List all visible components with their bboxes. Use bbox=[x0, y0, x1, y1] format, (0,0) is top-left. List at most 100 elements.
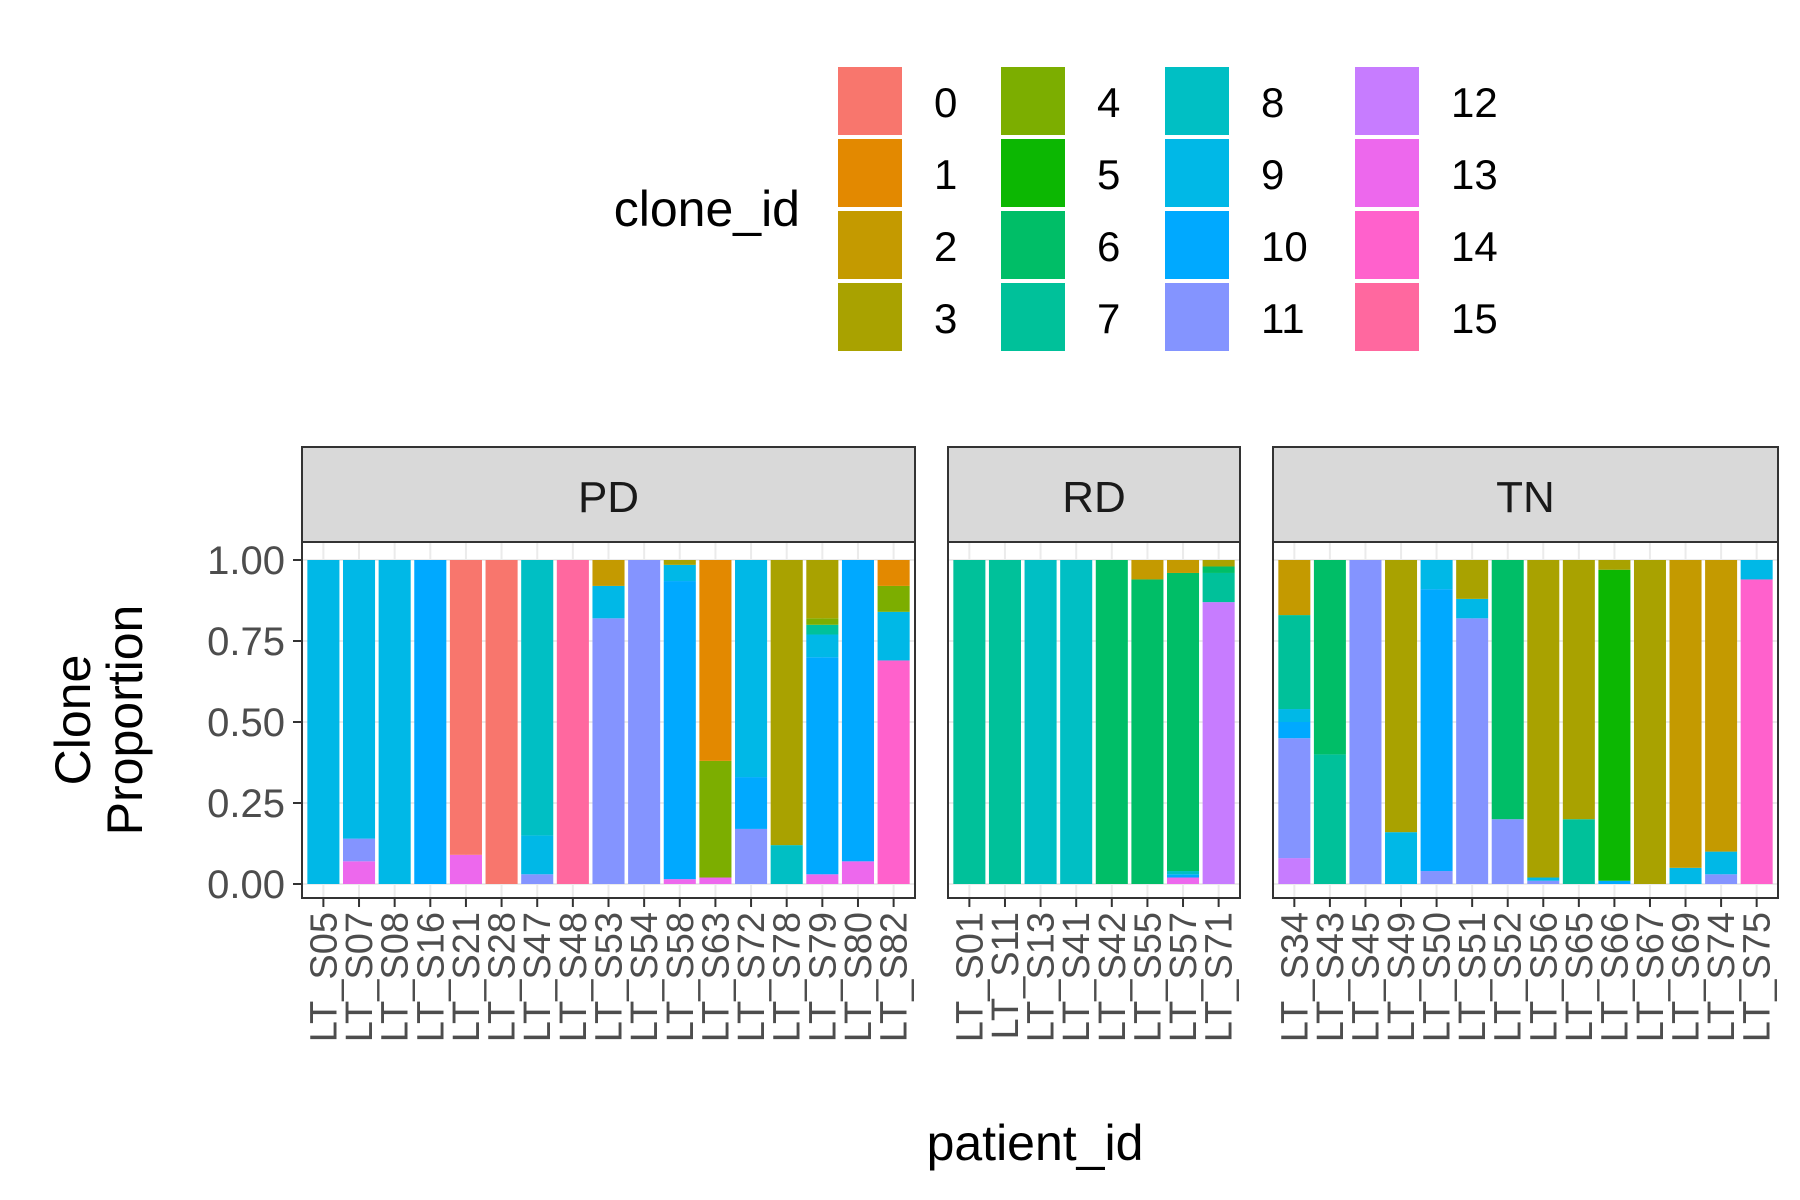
x-tick-label: LT_S51 bbox=[1452, 912, 1494, 1042]
bar-segment-clone-11 bbox=[1491, 819, 1524, 884]
x-tick-label: LT_S21 bbox=[446, 912, 488, 1042]
bar-segment-clone-5 bbox=[1598, 569, 1631, 881]
x-tick-label: LT_S16 bbox=[410, 912, 452, 1042]
x-tick-label: LT_S55 bbox=[1127, 912, 1169, 1042]
bar-segment-clone-11 bbox=[592, 618, 625, 884]
bar-LT_S08 bbox=[378, 560, 411, 884]
bar-segment-clone-8 bbox=[1060, 560, 1093, 884]
bar-segment-clone-8 bbox=[1167, 871, 1200, 875]
x-tick-label: LT_S72 bbox=[731, 912, 773, 1042]
bar-segment-clone-6 bbox=[1491, 560, 1524, 820]
legend-key-9 bbox=[1163, 137, 1231, 209]
bar-segment-clone-0 bbox=[449, 560, 482, 855]
bar-LT_S66 bbox=[1598, 560, 1631, 884]
facet-strip-label-RD: RD bbox=[1062, 473, 1126, 522]
bar-LT_S65 bbox=[1562, 560, 1595, 884]
bar-LT_S13 bbox=[1024, 560, 1057, 884]
legend-key-7 bbox=[999, 281, 1067, 353]
bar-segment-clone-2 bbox=[1669, 560, 1702, 868]
bar-segment-clone-9 bbox=[877, 611, 910, 661]
bar-segment-clone-9 bbox=[1385, 832, 1418, 884]
x-tick-label: LT_S58 bbox=[660, 912, 702, 1042]
legend-title: clone_id bbox=[614, 181, 800, 237]
bar-segment-clone-11 bbox=[342, 838, 376, 862]
bar-segment-clone-4 bbox=[877, 585, 910, 612]
bar-segment-clone-9 bbox=[1740, 560, 1773, 580]
bar-segment-clone-10 bbox=[1278, 722, 1311, 739]
bar-segment-clone-7 bbox=[1278, 615, 1311, 710]
bar-segment-clone-1 bbox=[877, 560, 910, 586]
facet-strip-label-PD: PD bbox=[578, 473, 639, 522]
bar-LT_S11 bbox=[988, 560, 1021, 884]
bar-segment-clone-2 bbox=[1278, 560, 1311, 616]
bar-segment-clone-3 bbox=[1456, 560, 1489, 599]
x-tick-label: LT_S53 bbox=[589, 912, 631, 1042]
bar-LT_S79 bbox=[806, 560, 839, 884]
legend-key-2 bbox=[836, 209, 904, 281]
bar-LT_S43 bbox=[1313, 560, 1346, 884]
bar-LT_S47 bbox=[521, 560, 554, 884]
bar-segment-clone-3 bbox=[1385, 560, 1418, 833]
bar-LT_S56 bbox=[1527, 560, 1560, 884]
facet-strip-PD bbox=[301, 446, 916, 543]
bar-segment-clone-10 bbox=[806, 657, 839, 875]
legend-label-4: 4 bbox=[1097, 79, 1120, 126]
x-tick-label: LT_S65 bbox=[1559, 912, 1601, 1042]
x-tick-label: LT_S57 bbox=[1163, 912, 1205, 1042]
legend-key-6 bbox=[999, 209, 1067, 281]
bar-LT_S34 bbox=[1278, 560, 1311, 884]
facet-strip-TN bbox=[1272, 446, 1779, 543]
y-tick-label: 0.25 bbox=[207, 782, 285, 826]
panel-TN: TNLT_S34LT_S43LT_S45LT_S49LT_S50LT_S51LT… bbox=[1272, 446, 1779, 1042]
bar-segment-clone-9 bbox=[592, 585, 625, 619]
x-tick-label: LT_S63 bbox=[695, 912, 737, 1042]
bar-segment-clone-2 bbox=[1167, 560, 1200, 573]
bar-LT_S49 bbox=[1385, 560, 1418, 884]
bar-segment-clone-10 bbox=[1167, 874, 1200, 878]
bar-segment-clone-8 bbox=[1024, 560, 1057, 884]
x-tick-label: LT_S78 bbox=[767, 912, 809, 1042]
bar-LT_S54 bbox=[628, 560, 661, 884]
bar-segment-clone-4 bbox=[699, 760, 732, 878]
y-tick-label: 0.50 bbox=[207, 701, 285, 745]
bar-LT_S21 bbox=[449, 560, 482, 884]
bar-segment-clone-9 bbox=[663, 564, 696, 582]
bar-segment-clone-13 bbox=[806, 874, 839, 884]
bar-LT_S41 bbox=[1060, 560, 1093, 884]
legend-key-8 bbox=[1163, 65, 1231, 137]
y-tick-label: 0.75 bbox=[207, 620, 285, 664]
bar-segment-clone-6 bbox=[1131, 579, 1164, 884]
panel-border bbox=[947, 541, 1241, 899]
x-tick-label: LT_S74 bbox=[1701, 912, 1743, 1042]
legend-key-15 bbox=[1353, 281, 1421, 353]
bar-segment-clone-9 bbox=[1420, 560, 1453, 590]
x-tick-label: LT_S28 bbox=[482, 912, 524, 1042]
bar-LT_S57 bbox=[1167, 560, 1200, 884]
legend-label-14: 14 bbox=[1451, 223, 1498, 270]
bar-LT_S42 bbox=[1095, 560, 1128, 884]
legend-label-13: 13 bbox=[1451, 151, 1498, 198]
bar-LT_S07 bbox=[342, 560, 376, 884]
bar-segment-clone-12 bbox=[1278, 858, 1311, 884]
bar-segment-clone-11 bbox=[1349, 560, 1382, 884]
bar-segment-clone-9 bbox=[1705, 851, 1738, 875]
bar-LT_S28 bbox=[485, 560, 518, 884]
legend-label-9: 9 bbox=[1261, 151, 1284, 198]
bar-segment-clone-3 bbox=[1598, 560, 1631, 570]
bar-segment-clone-6 bbox=[1167, 572, 1200, 872]
plot-background bbox=[1273, 542, 1778, 898]
bar-segment-clone-11 bbox=[735, 828, 768, 884]
x-tick-label: LT_S69 bbox=[1666, 912, 1708, 1042]
bar-segment-clone-2 bbox=[1131, 560, 1164, 580]
bar-segment-clone-15 bbox=[556, 560, 589, 884]
x-tick-label: LT_S82 bbox=[874, 912, 916, 1042]
bar-segment-clone-13 bbox=[449, 854, 482, 884]
bar-segment-clone-9 bbox=[521, 835, 554, 875]
legend-label-15: 15 bbox=[1451, 295, 1498, 342]
y-axis: 0.00 0.25 0.50 0.75 1.00 bbox=[207, 539, 302, 907]
bar-segment-clone-10 bbox=[663, 581, 696, 880]
x-tick-label: LT_S80 bbox=[838, 912, 880, 1042]
panel-PD: PDLT_S05LT_S07LT_S08LT_S16LT_S21LT_S28LT… bbox=[301, 446, 916, 1042]
